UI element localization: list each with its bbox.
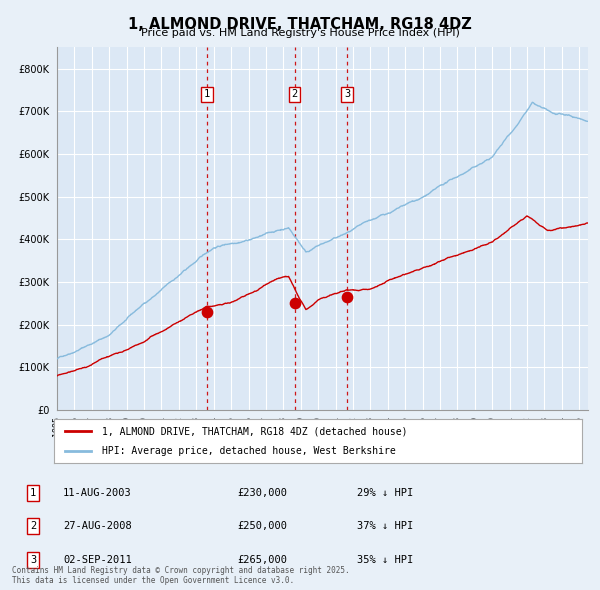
Text: 29% ↓ HPI: 29% ↓ HPI <box>357 488 413 497</box>
Text: 1: 1 <box>30 488 36 497</box>
Text: 11-AUG-2003: 11-AUG-2003 <box>63 488 132 497</box>
Text: 35% ↓ HPI: 35% ↓ HPI <box>357 555 413 565</box>
Text: 37% ↓ HPI: 37% ↓ HPI <box>357 522 413 531</box>
Text: 2: 2 <box>292 89 298 99</box>
Text: HPI: Average price, detached house, West Berkshire: HPI: Average price, detached house, West… <box>101 446 395 455</box>
Text: 27-AUG-2008: 27-AUG-2008 <box>63 522 132 531</box>
Text: £230,000: £230,000 <box>237 488 287 497</box>
Text: Price paid vs. HM Land Registry's House Price Index (HPI): Price paid vs. HM Land Registry's House … <box>140 28 460 38</box>
Text: £250,000: £250,000 <box>237 522 287 531</box>
Point <box>202 307 212 317</box>
Point <box>290 299 299 308</box>
Text: 1, ALMOND DRIVE, THATCHAM, RG18 4DZ: 1, ALMOND DRIVE, THATCHAM, RG18 4DZ <box>128 17 472 31</box>
Text: Contains HM Land Registry data © Crown copyright and database right 2025.
This d: Contains HM Land Registry data © Crown c… <box>12 566 350 585</box>
Text: £265,000: £265,000 <box>237 555 287 565</box>
Point <box>343 292 352 301</box>
Text: 2: 2 <box>30 522 36 531</box>
Text: 1: 1 <box>204 89 210 99</box>
Text: 02-SEP-2011: 02-SEP-2011 <box>63 555 132 565</box>
Text: 3: 3 <box>344 89 350 99</box>
Text: 1, ALMOND DRIVE, THATCHAM, RG18 4DZ (detached house): 1, ALMOND DRIVE, THATCHAM, RG18 4DZ (det… <box>101 427 407 436</box>
Text: 3: 3 <box>30 555 36 565</box>
